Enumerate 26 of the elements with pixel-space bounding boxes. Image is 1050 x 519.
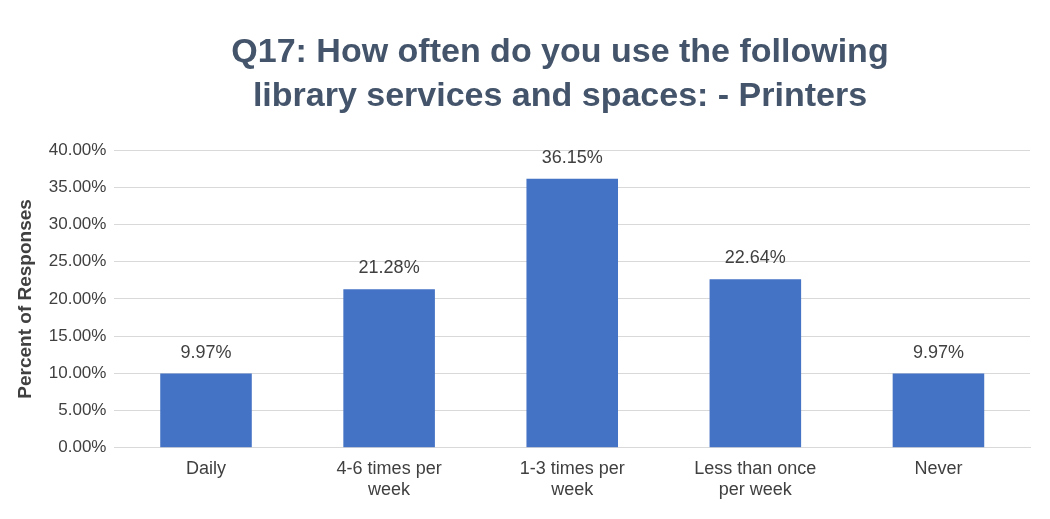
x-tick-label: 1-3 times per week (519, 457, 625, 500)
bar (343, 289, 435, 448)
y-tick-label: 0.00% (58, 437, 107, 457)
y-tick-label: 35.00% (48, 176, 107, 196)
y-tick-label: 5.00% (58, 400, 107, 420)
bar (892, 373, 985, 448)
bar (709, 279, 802, 448)
bar (160, 373, 252, 448)
chart-title: Q17: How often do you use the following library services and spaces: - Printers (230, 30, 890, 116)
x-tick-label: Never (914, 457, 963, 478)
y-tick-label: 40.00% (48, 139, 107, 159)
bar (526, 178, 619, 448)
x-tick-label: Daily (186, 457, 227, 478)
y-tick-label: 25.00% (48, 251, 107, 271)
y-tick-label: 10.00% (48, 363, 107, 383)
data-label: 36.15% (541, 146, 603, 167)
y-tick-label: 15.00% (48, 325, 107, 345)
y-tick-label: 30.00% (48, 214, 107, 234)
y-axis-title: Percent of Responses (13, 199, 35, 399)
data-label: 9.97% (180, 341, 232, 362)
data-label: 9.97% (912, 341, 964, 362)
y-tick-label: 20.00% (48, 288, 107, 308)
data-label: 22.64% (724, 247, 786, 268)
x-tick-label: 4-6 times per week (336, 457, 442, 500)
x-tick-label: Less than once per week (694, 457, 817, 500)
data-label: 21.28% (358, 257, 420, 278)
